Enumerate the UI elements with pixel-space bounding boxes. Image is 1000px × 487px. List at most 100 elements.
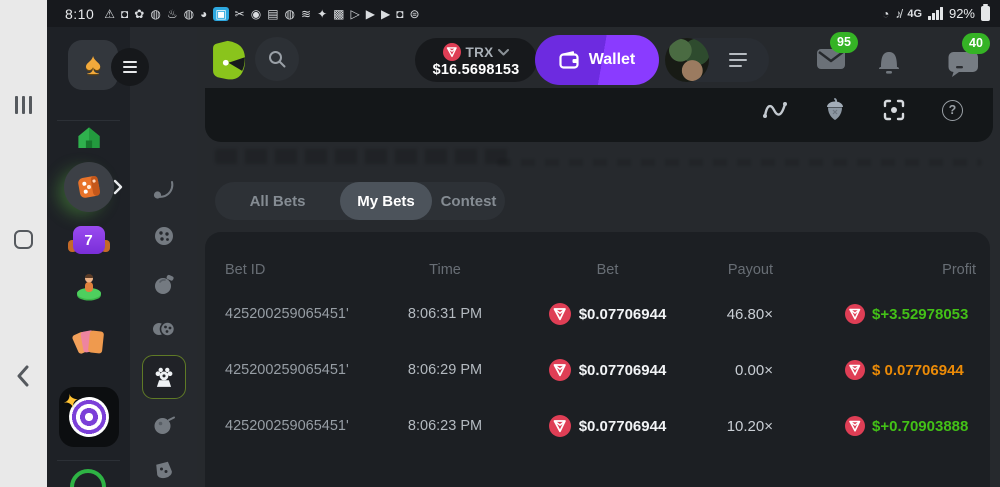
col-header-profit: Profit: [942, 262, 976, 278]
payout-multiplier: 10.20×: [726, 417, 773, 435]
fairness-seed-button[interactable]: [824, 98, 846, 122]
star-icon: ✦: [60, 389, 82, 415]
mail-icon: [817, 49, 845, 69]
game-item-active[interactable]: [130, 355, 197, 399]
trx-coin-icon: [845, 360, 865, 380]
game-item-eight-ball[interactable]: [130, 413, 197, 437]
primary-sidebar: ♠: [47, 27, 149, 487]
game-item-ball[interactable]: [130, 224, 197, 248]
trx-coin-icon: [845, 304, 865, 324]
trx-coin-icon: [548, 359, 571, 381]
wallet-button[interactable]: Wallet: [535, 35, 659, 85]
sidebar-collapse-button[interactable]: [111, 48, 149, 86]
status-notification-icon: ✦: [317, 6, 328, 21]
sidebar-item-specialty-games-active[interactable]: ✦: [47, 387, 130, 447]
profile-menu[interactable]: [665, 38, 769, 82]
status-notification-icon: ◍: [183, 6, 195, 21]
chat-bubble-icon: [948, 52, 978, 77]
battery-percent: 92%: [948, 6, 975, 21]
currency-code: TRX: [465, 44, 494, 60]
game-item-dice-cup[interactable]: [130, 459, 197, 483]
currency-selector[interactable]: TRX $16.5698153: [415, 38, 537, 82]
notifications-button[interactable]: [875, 45, 903, 82]
home-button[interactable]: [14, 230, 33, 249]
payout-multiplier: 46.80×: [726, 305, 773, 323]
status-notification-icon: ✿: [134, 6, 145, 21]
bet-amount: $0.07706944: [578, 361, 667, 379]
table-row[interactable]: 425200259065451' 8:06:29 PM $0.07706944 …: [205, 342, 990, 398]
expand-games-chevron[interactable]: [113, 179, 123, 200]
bet-amount-cell: $0.07706944: [515, 415, 700, 437]
games-sidebar: [130, 27, 197, 487]
bets-tabs: All Bets My Bets Contest: [215, 182, 505, 220]
mail-badge: 95: [830, 32, 858, 53]
game-item-bomb[interactable]: [130, 272, 197, 296]
avatar[interactable]: [665, 38, 709, 82]
bet-time: 8:06:29 PM: [407, 362, 483, 378]
tab-contest[interactable]: Contest: [440, 192, 497, 210]
tab-all-bets[interactable]: All Bets: [249, 192, 306, 210]
status-notification-icon: ▩: [333, 6, 345, 21]
back-chevron-icon: [17, 365, 29, 387]
game-item-comet[interactable]: [130, 177, 197, 201]
status-notification-icon: ◕: [200, 6, 208, 21]
scan-icon: [883, 99, 905, 121]
status-notification-icon: ▶: [380, 6, 391, 21]
table-header-row: Bet ID Time Bet Payout Profit: [205, 254, 990, 286]
bet-id: 425200259065451': [225, 418, 349, 434]
sidebar-item-card-games[interactable]: [47, 327, 130, 359]
sidebar-item-slots[interactable]: 7: [47, 226, 130, 254]
brand-logo[interactable]: [210, 40, 247, 80]
spade-logo-tile[interactable]: ♠: [68, 40, 118, 90]
status-notification-icon: ◍: [150, 6, 161, 21]
help-button[interactable]: ?: [942, 99, 963, 121]
double-ball-icon: [152, 321, 175, 337]
chat-button[interactable]: 40: [947, 33, 990, 85]
help-icon: ?: [942, 99, 963, 121]
bomb-icon: [154, 274, 174, 294]
active-game-frame: [141, 355, 186, 399]
back-button[interactable]: [16, 365, 30, 392]
active-game-icon: [155, 367, 172, 387]
mail-button[interactable]: 95: [816, 32, 858, 76]
status-notification-icon: ◘: [121, 6, 129, 21]
status-notification-icon: ▤: [267, 6, 279, 21]
sidebar-item-live-casino[interactable]: [47, 270, 130, 302]
bet-amount-cell: $0.07706944: [515, 303, 700, 325]
col-header-bet: Bet: [596, 262, 619, 278]
trends-icon: [763, 102, 787, 118]
currency-row: TRX: [442, 43, 510, 61]
target-tile: ✦: [58, 387, 119, 447]
theatre-mode-button[interactable]: [882, 98, 906, 122]
status-notification-icon: ≋: [301, 6, 312, 21]
wallet-label: Wallet: [588, 51, 636, 68]
trx-coin-icon: [442, 43, 461, 61]
game-item-double-ball[interactable]: [130, 317, 197, 341]
sidebar-item-home[interactable]: [47, 123, 130, 153]
mute-icon: ♪̸: [895, 6, 902, 21]
tab-my-bets[interactable]: My Bets: [340, 182, 432, 220]
app-body: ♠: [47, 27, 1000, 487]
status-notification-icon: ⚠: [104, 6, 116, 21]
status-notification-icon: ◉: [250, 6, 262, 21]
table-row[interactable]: 425200259065451' 8:06:23 PM $0.07706944 …: [205, 398, 990, 454]
android-navigation-bar: [0, 0, 47, 487]
balance-amount: $16.5698153: [432, 62, 520, 78]
live-stats-button[interactable]: [762, 99, 788, 121]
profit-amount: $+0.70903888: [872, 417, 969, 435]
trx-coin-icon: [845, 416, 865, 436]
hamburger-icon: [123, 60, 137, 74]
recents-button[interactable]: [15, 96, 32, 114]
sidebar-item-dice-games[interactable]: [47, 162, 130, 212]
game-toolbar: ?: [205, 88, 993, 122]
sidebar-item-partial-green-icon[interactable]: [70, 469, 106, 487]
trx-coin-icon: [548, 415, 571, 437]
search-button[interactable]: [255, 37, 299, 81]
col-header-bet-id: Bet ID: [225, 262, 266, 278]
eight-ball-icon: [154, 416, 175, 434]
trx-coin-icon: [548, 303, 571, 325]
search-icon: [269, 51, 286, 68]
bet-id: 425200259065451': [225, 362, 349, 378]
bet-amount: $0.07706944: [578, 305, 667, 323]
table-row[interactable]: 425200259065451' 8:06:31 PM $0.07706944 …: [205, 286, 990, 342]
